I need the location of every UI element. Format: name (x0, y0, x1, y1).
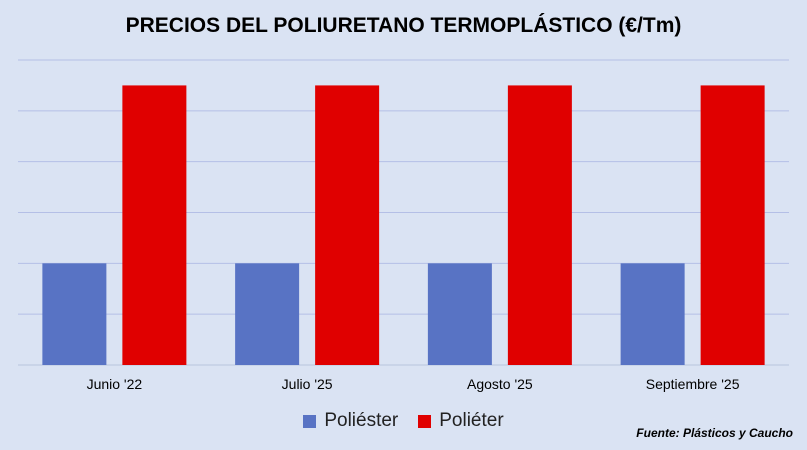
bar-polieter-0 (122, 85, 187, 366)
bar-poliester-0 (42, 263, 107, 365)
legend-label-poliester: Poliéster (324, 410, 399, 431)
x-tick-label: Junio '22 (87, 376, 143, 392)
legend-swatch-poliester (303, 414, 317, 428)
x-tick-label: Septiembre '25 (646, 376, 740, 392)
chart-title: PRECIOS DEL POLIURETANO TERMOPLÁSTICO (€… (125, 14, 682, 37)
x-tick-label: Julio '25 (282, 376, 333, 392)
bar-poliester-1 (235, 263, 300, 365)
legend-item-polieter: Poliéter (418, 410, 504, 432)
bar-poliester-3 (620, 263, 685, 365)
bar-polieter-3 (700, 85, 765, 366)
legend-label-polieter: Poliéter (439, 410, 504, 431)
bar-polieter-2 (507, 85, 572, 366)
source-note: Fuente: Plásticos y Caucho (636, 426, 793, 440)
bar-poliester-2 (427, 263, 492, 365)
legend: Poliéster Poliéter (0, 410, 807, 432)
x-tick-label: Agosto '25 (467, 376, 533, 392)
bar-polieter-1 (315, 85, 380, 366)
legend-swatch-polieter (418, 414, 432, 428)
legend-item-poliester: Poliéster (303, 410, 398, 432)
